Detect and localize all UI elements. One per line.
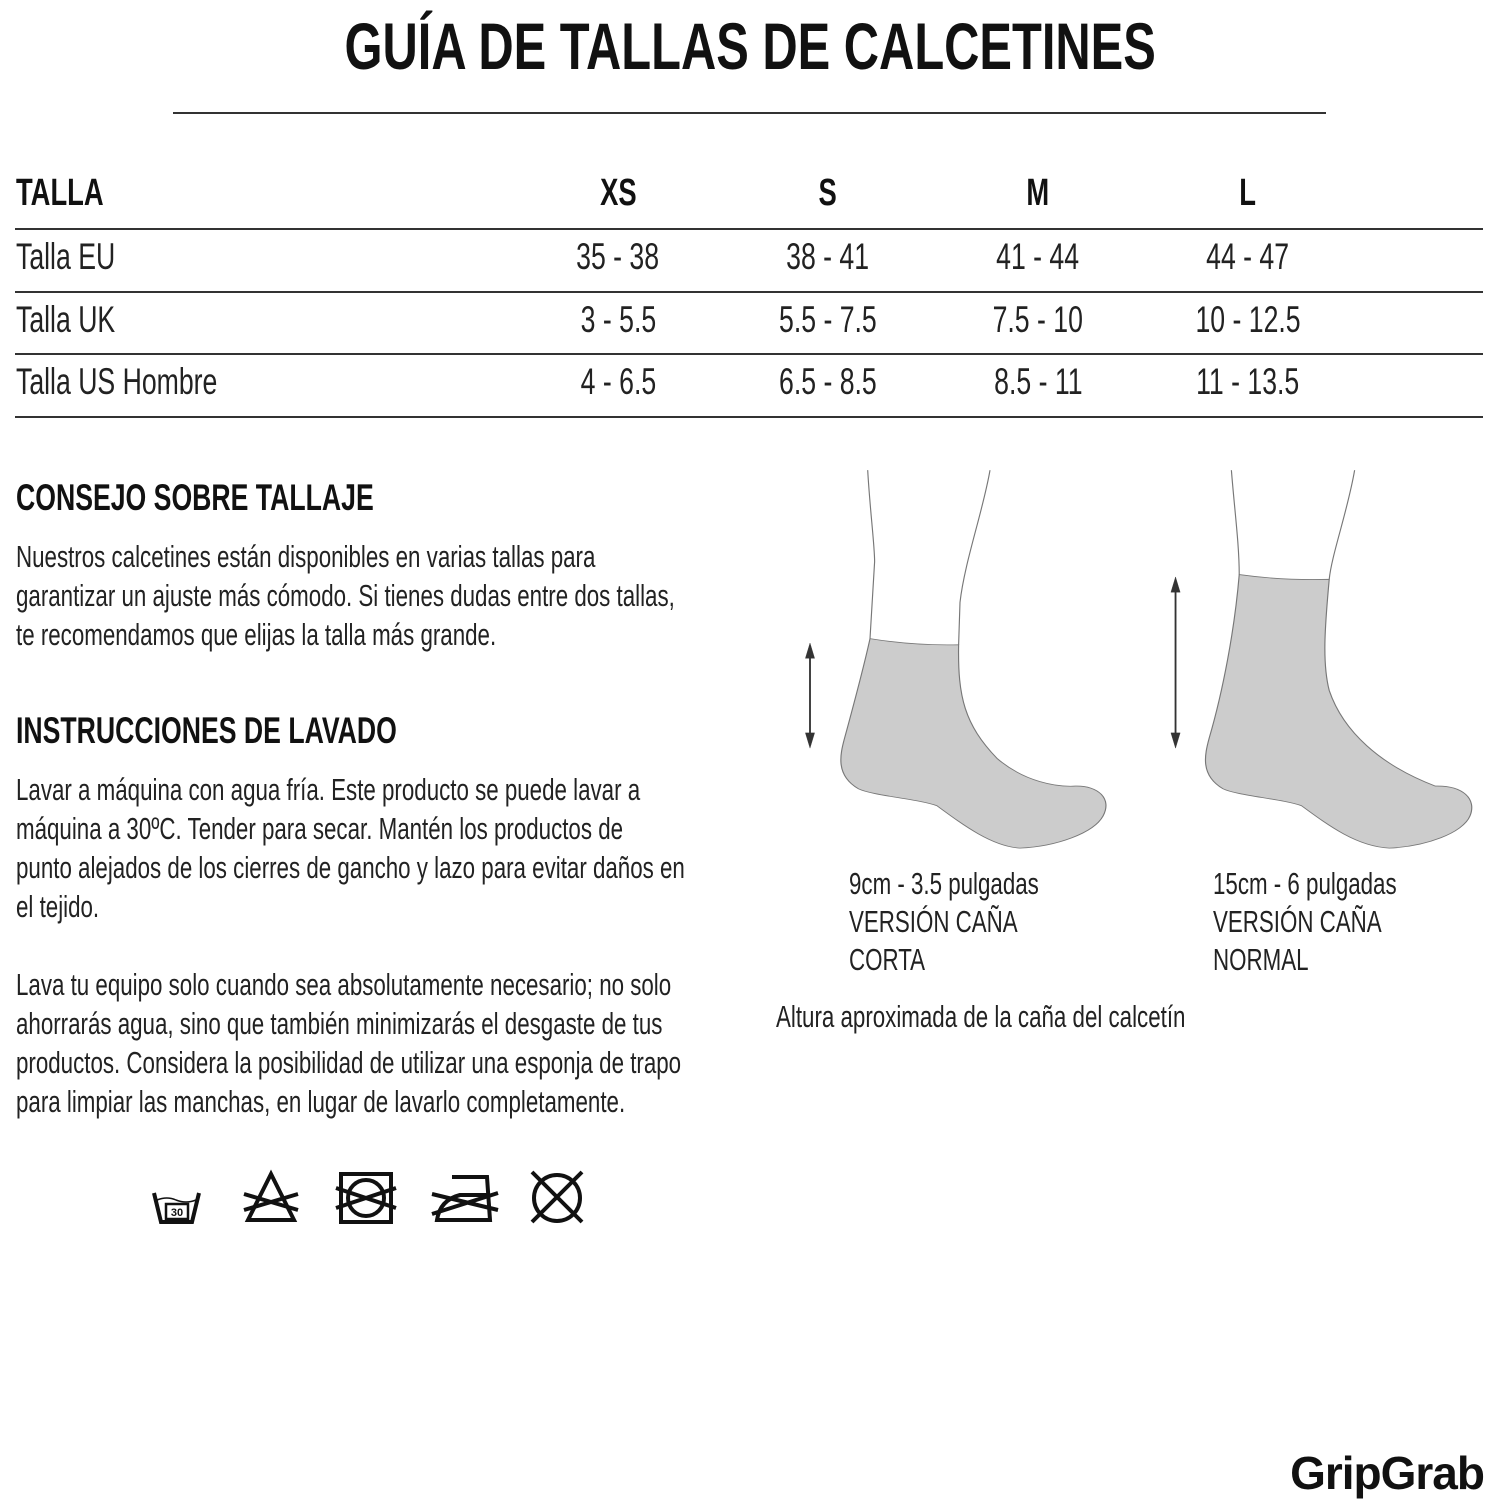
- sizing-advice-heading: CONSEJO SOBRE TALLAJE: [16, 477, 374, 518]
- table-divider: [15, 416, 1483, 418]
- table-cell: 8.5 - 11: [993, 361, 1083, 402]
- care-icons: 30: [152, 1169, 584, 1224]
- sock-illustrations: [805, 470, 1473, 849]
- no-iron-icon: [431, 1175, 499, 1222]
- table-cell: 38 - 41: [786, 236, 870, 277]
- table-cell: 4 - 6.5: [580, 361, 656, 402]
- row-label-uk: Talla UK: [16, 299, 116, 340]
- washing-text-1: Lavar a máquina con agua fría. Este prod…: [16, 772, 685, 924]
- table-header-xs: XS: [599, 172, 637, 214]
- washing-heading: INSTRUCCIONES DE LAVADO: [16, 710, 397, 751]
- sock-caption: Altura aproximada de la caña del calcetí…: [776, 999, 1186, 1034]
- table-cell: 35 - 38: [576, 236, 660, 277]
- table-header-m: M: [1026, 172, 1050, 214]
- no-dry-clean-icon: [530, 1170, 584, 1224]
- table-header-l: L: [1239, 172, 1257, 214]
- table-divider: [15, 228, 1483, 230]
- table-header-s: S: [818, 172, 838, 214]
- short-version-label: 9cm - 3.5 pulgadas VERSIÓN CAÑA CORTA: [849, 866, 1039, 977]
- table-cell: 5.5 - 7.5: [779, 299, 877, 340]
- short-sock-illustration: [840, 470, 1107, 849]
- table-header-size: TALLA: [16, 172, 104, 214]
- normal-height-arrow-icon: [1170, 576, 1181, 749]
- table-divider: [15, 353, 1483, 355]
- table-cell: 7.5 - 10: [992, 299, 1084, 340]
- row-label-us: Talla US Hombre: [16, 361, 218, 402]
- table-cell: 11 - 13.5: [1196, 361, 1300, 402]
- table-cell: 44 - 47: [1206, 236, 1290, 277]
- title-divider: [173, 112, 1326, 114]
- svg-text:30: 30: [171, 1207, 183, 1219]
- table-cell: 6.5 - 8.5: [779, 361, 877, 402]
- table-divider: [15, 291, 1483, 293]
- no-bleach-icon: [243, 1169, 299, 1222]
- short-height-arrow-icon: [805, 643, 815, 749]
- sizing-advice-text: Nuestros calcetines están disponibles en…: [16, 539, 675, 652]
- table-cell: 10 - 12.5: [1195, 299, 1301, 340]
- wash-30-icon: 30: [152, 1192, 201, 1224]
- washing-text-2: Lava tu equipo solo cuando sea absolutam…: [16, 967, 682, 1119]
- page-title: GUÍA DE TALLAS DE CALCETINES: [344, 9, 1156, 83]
- no-tumble-dry-icon: [335, 1172, 397, 1224]
- normal-version-label: 15cm - 6 pulgadas VERSIÓN CAÑA NORMAL: [1213, 866, 1397, 977]
- table-cell: 41 - 44: [996, 236, 1080, 277]
- normal-sock-illustration: [1204, 470, 1473, 849]
- table-cell: 3 - 5.5: [580, 299, 656, 340]
- row-label-eu: Talla EU: [16, 236, 116, 277]
- brand-logo: GripGrab: [1290, 1447, 1485, 1499]
